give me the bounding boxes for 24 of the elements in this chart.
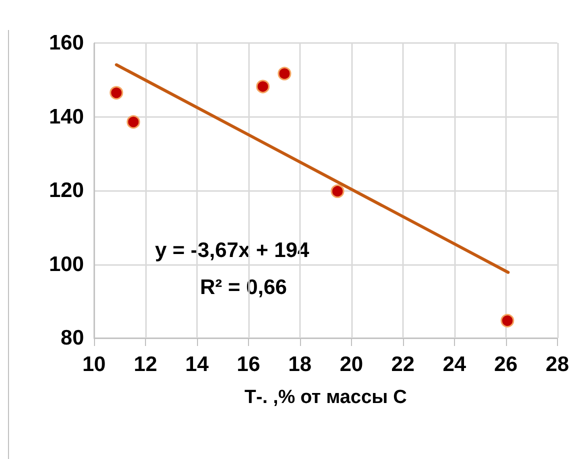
y-tick-label: 120 <box>48 179 84 202</box>
x-tick-label: 28 <box>546 353 570 376</box>
annotation: R² = 0,66 <box>200 276 287 299</box>
point <box>256 80 270 94</box>
x-tick-label: 26 <box>494 353 518 376</box>
point <box>330 184 344 198</box>
y-tick-label: 140 <box>48 105 84 128</box>
x-tick-label: 12 <box>134 353 158 376</box>
point <box>278 66 292 80</box>
x-tick-label: 18 <box>288 353 312 376</box>
x-tick-label: 20 <box>340 353 364 376</box>
y-tick-label: 80 <box>60 326 84 350</box>
annotation: y = -3,67x + 194 <box>155 239 310 262</box>
x-tick-label: 14 <box>185 353 209 376</box>
point <box>126 115 140 129</box>
y-tick-label: 100 <box>48 252 84 276</box>
point <box>110 86 124 100</box>
x-tick-label: 10 <box>82 353 106 376</box>
x-tick-label: 22 <box>391 353 415 376</box>
x-axis-title: Т-. ,% от массы С <box>244 387 408 408</box>
x-tick-label: 24 <box>442 353 466 376</box>
x-tick-label: 16 <box>236 353 260 376</box>
y-tick-label: 160 <box>48 32 84 54</box>
point <box>500 314 514 328</box>
